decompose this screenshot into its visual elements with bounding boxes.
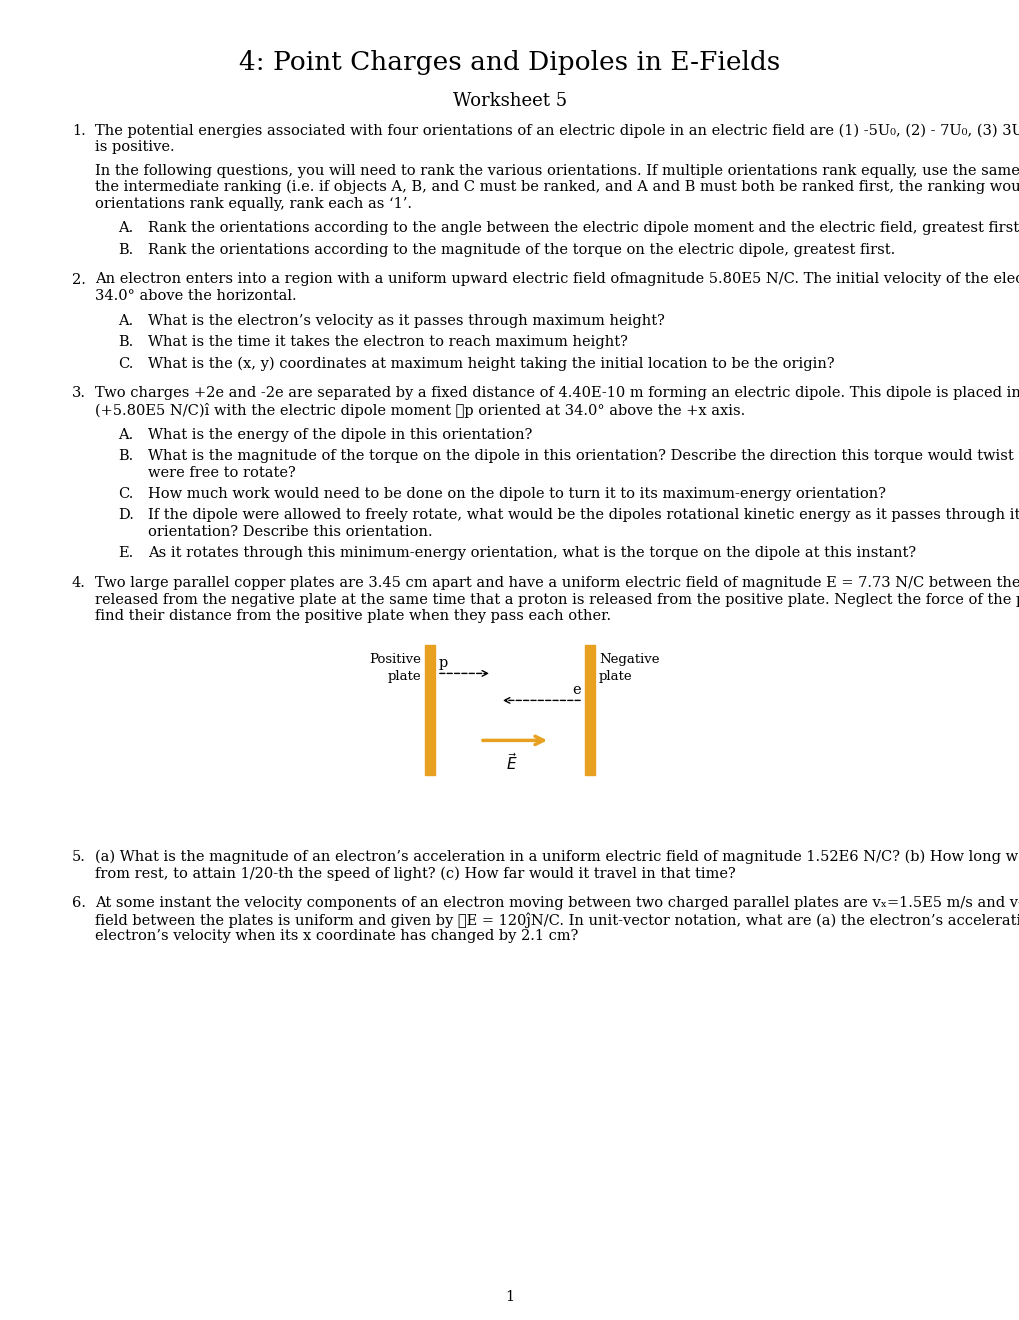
Text: Positive: Positive — [369, 653, 421, 667]
Text: find their distance from the positive plate when they pass each other.: find their distance from the positive pl… — [95, 609, 610, 623]
Text: A.: A. — [118, 222, 133, 235]
Text: p: p — [438, 656, 447, 671]
Text: A.: A. — [118, 428, 133, 442]
Text: is positive.: is positive. — [95, 140, 174, 154]
Text: What is the magnitude of the torque on the dipole in this orientation? Describe : What is the magnitude of the torque on t… — [148, 449, 1019, 463]
Text: electron’s velocity when its x coordinate has changed by 2.1 cm?: electron’s velocity when its x coordinat… — [95, 929, 578, 942]
Text: The potential energies associated with four orientations of an electric dipole i: The potential energies associated with f… — [95, 124, 1019, 139]
Text: What is the (x, y) coordinates at maximum height taking the initial location to : What is the (x, y) coordinates at maximu… — [148, 356, 834, 371]
Text: Worksheet 5: Worksheet 5 — [452, 92, 567, 110]
Text: from rest, to attain 1/20-th the speed of light? (c) How far would it travel in : from rest, to attain 1/20-th the speed o… — [95, 866, 735, 880]
Text: What is the electron’s velocity as it passes through maximum height?: What is the electron’s velocity as it pa… — [148, 314, 664, 327]
Bar — [425, 645, 434, 775]
Text: Two large parallel copper plates are 3.45 cm apart and have a uniform electric f: Two large parallel copper plates are 3.4… — [95, 576, 1019, 590]
Text: 34.0° above the horizontal.: 34.0° above the horizontal. — [95, 289, 297, 304]
Text: $\vec{E}$: $\vec{E}$ — [505, 752, 518, 774]
Text: Rank the orientations according to the magnitude of the torque on the electric d: Rank the orientations according to the m… — [148, 243, 895, 257]
Text: plate: plate — [598, 669, 632, 682]
Text: B.: B. — [118, 243, 133, 257]
Text: What is the energy of the dipole in this orientation?: What is the energy of the dipole in this… — [148, 428, 532, 442]
Text: orientation? Describe this orientation.: orientation? Describe this orientation. — [148, 525, 432, 539]
Text: C.: C. — [118, 356, 133, 371]
Text: At some instant the velocity components of an electron moving between two charge: At some instant the velocity components … — [95, 896, 1019, 909]
Text: released from the negative plate at the same time that a proton is released from: released from the negative plate at the … — [95, 593, 1019, 607]
Text: Rank the orientations according to the angle between the electric dipole moment : Rank the orientations according to the a… — [148, 222, 1019, 235]
Text: 1: 1 — [505, 1290, 514, 1304]
Text: E.: E. — [118, 546, 133, 561]
Text: D.: D. — [118, 508, 133, 523]
Text: e: e — [572, 684, 581, 697]
Text: In the following questions, you will need to rank the various orientations. If m: In the following questions, you will nee… — [95, 164, 1019, 178]
Text: As it rotates through this minimum-energy orientation, what is the torque on the: As it rotates through this minimum-energ… — [148, 546, 915, 561]
Text: (a) What is the magnitude of an electron’s acceleration in a uniform electric fi: (a) What is the magnitude of an electron… — [95, 850, 1019, 865]
Text: B.: B. — [118, 449, 133, 463]
Text: A.: A. — [118, 314, 133, 327]
Text: field between the plates is uniform and given by ⃗E = 120ĵN/C. In unit-vector no: field between the plates is uniform and … — [95, 912, 1019, 928]
Text: What is the time it takes the electron to reach maximum height?: What is the time it takes the electron t… — [148, 335, 628, 350]
Text: 1.: 1. — [72, 124, 86, 139]
Text: An electron enters into a region with a uniform upward electric field ofmagnitud: An electron enters into a region with a … — [95, 272, 1019, 286]
Text: 6.: 6. — [72, 896, 86, 909]
Text: were free to rotate?: were free to rotate? — [148, 466, 296, 479]
Text: 4.: 4. — [72, 576, 86, 590]
Text: 5.: 5. — [72, 850, 86, 863]
Text: If the dipole were allowed to freely rotate, what would be the dipoles rotationa: If the dipole were allowed to freely rot… — [148, 508, 1019, 523]
Text: C.: C. — [118, 487, 133, 502]
Text: (+5.80E5 N/C)î with the electric dipole moment ⃗p oriented at 34.0° above the +x: (+5.80E5 N/C)î with the electric dipole … — [95, 403, 745, 418]
Text: Two charges +2e and -2e are separated by a fixed distance of 4.40E-10 m forming : Two charges +2e and -2e are separated by… — [95, 387, 1019, 400]
Text: B.: B. — [118, 335, 133, 350]
Text: orientations rank equally, rank each as ‘1’.: orientations rank equally, rank each as … — [95, 197, 412, 211]
Text: the intermediate ranking (i.e. if objects A, B, and C must be ranked, and A and : the intermediate ranking (i.e. if object… — [95, 180, 1019, 194]
Text: 2.: 2. — [72, 272, 86, 286]
Text: 4: Point Charges and Dipoles in E-Fields: 4: Point Charges and Dipoles in E-Fields — [239, 50, 780, 75]
Bar — [585, 645, 594, 775]
Text: 3.: 3. — [72, 387, 86, 400]
Text: plate: plate — [387, 669, 421, 682]
Text: Negative: Negative — [598, 653, 659, 667]
Text: How much work would need to be done on the dipole to turn it to its maximum-ener: How much work would need to be done on t… — [148, 487, 886, 502]
